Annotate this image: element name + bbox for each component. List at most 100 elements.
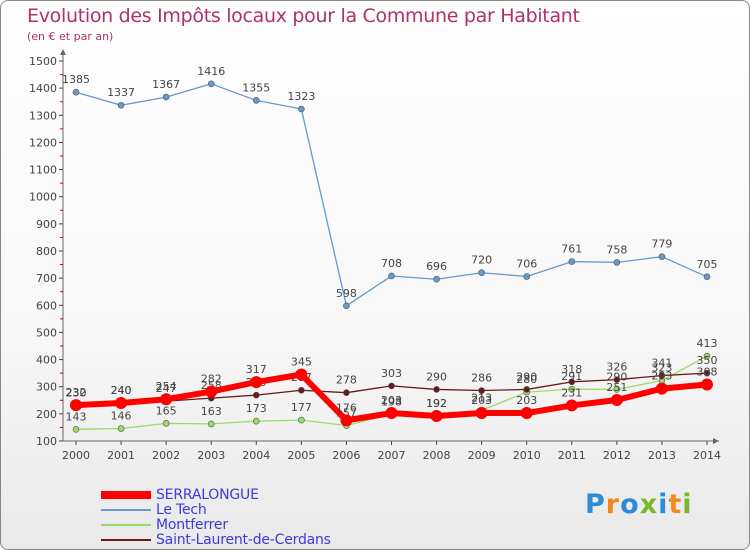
data-label: 143 <box>66 410 87 423</box>
series-line <box>75 83 708 307</box>
x-tick-label: 2011 <box>558 449 586 462</box>
data-label: 413 <box>697 337 718 350</box>
data-label: 240 <box>111 384 132 397</box>
x-tick-label: 2009 <box>468 449 496 462</box>
data-label: 598 <box>336 287 357 300</box>
data-label: 280 <box>516 373 537 386</box>
data-point <box>70 399 82 412</box>
y-tick-label: 500 <box>36 326 57 339</box>
x-tick-label: 2005 <box>287 449 315 462</box>
data-point <box>613 376 621 383</box>
data-label: 213 <box>471 391 492 404</box>
x-tick-label: 2003 <box>197 449 225 462</box>
logo-letter: r <box>605 489 621 520</box>
data-label: 254 <box>156 380 177 393</box>
data-point <box>162 420 170 427</box>
x-tick-label: 2004 <box>242 449 270 462</box>
data-point <box>568 385 576 393</box>
data-label: 1367 <box>152 78 180 91</box>
legend-label: SERRALONGUE <box>156 486 259 503</box>
x-tick-label: 2001 <box>107 449 135 462</box>
data-point <box>298 386 305 394</box>
data-point <box>207 420 215 428</box>
data-point <box>613 259 621 266</box>
data-point <box>388 382 395 390</box>
y-tick-label: 1400 <box>29 82 57 95</box>
data-point <box>162 93 170 101</box>
data-point <box>475 407 488 420</box>
x-tick-label: 2007 <box>378 449 406 462</box>
data-point <box>701 378 713 391</box>
data-point <box>703 352 711 360</box>
data-point <box>388 272 395 280</box>
x-tick-label: 2000 <box>62 449 90 462</box>
y-tick-label: 1300 <box>29 109 57 122</box>
legend-item: Montferrer <box>101 516 331 533</box>
data-label: 761 <box>561 243 582 256</box>
y-tick-label: 1000 <box>29 191 57 204</box>
series-le-tech: 1385 1337 1367 1416 1355 1323 598 708 696 720 706 7… <box>62 65 718 310</box>
data-label: 203 <box>471 394 492 407</box>
data-label: 779 <box>651 238 672 251</box>
data-label: 240 <box>111 384 132 397</box>
data-point <box>385 407 398 420</box>
y-tick-label: 900 <box>36 218 57 231</box>
data-label: 1323 <box>287 90 315 103</box>
data-label: 290 <box>516 370 537 383</box>
data-label: 232 <box>66 386 87 399</box>
data-label: 341 <box>651 357 672 370</box>
data-point <box>205 385 218 398</box>
proxiti-logo: Proxiti <box>585 489 693 520</box>
x-tick-label: 2006 <box>332 449 360 462</box>
data-label: 1337 <box>107 86 135 99</box>
data-label: 230 <box>66 387 87 400</box>
data-label: 290 <box>426 370 447 383</box>
data-point <box>523 273 531 280</box>
legend-swatch <box>101 523 151 526</box>
y-tick-label: 1200 <box>29 136 57 149</box>
data-label: 705 <box>697 258 718 271</box>
data-point <box>298 105 305 113</box>
logo-letter: x <box>639 489 659 520</box>
data-point <box>703 369 711 377</box>
data-point <box>295 368 308 381</box>
data-label: 303 <box>381 367 402 380</box>
data-label: 708 <box>381 257 402 270</box>
y-tick-label: 1100 <box>29 164 57 177</box>
data-label: 706 <box>516 258 537 271</box>
data-label: 720 <box>471 254 492 267</box>
legend-swatch <box>101 508 151 511</box>
data-label: 165 <box>156 404 177 417</box>
data-label: 286 <box>471 372 492 385</box>
data-point <box>703 273 711 281</box>
chart-subtitle: (en € et par an) <box>27 30 114 43</box>
data-point <box>613 386 621 393</box>
chart-legend: SERRALONGUE Le Tech Montferrer Saint-Lauren… <box>101 486 331 548</box>
data-label: 203 <box>516 394 537 407</box>
data-point <box>72 88 80 96</box>
x-tick-label: 2002 <box>152 449 180 462</box>
x-tick-label: 2014 <box>693 449 721 462</box>
data-label: 278 <box>336 374 357 387</box>
legend-label: Montferrer <box>156 516 228 533</box>
data-label: 282 <box>201 373 222 386</box>
data-point <box>610 394 623 407</box>
data-label: 318 <box>561 363 582 376</box>
legend-item: Saint-Laurent-de-Cerdans <box>101 532 331 548</box>
legend-label: Le Tech <box>156 501 207 518</box>
legend-item: SERRALONGUE <box>101 486 331 503</box>
data-point <box>207 80 215 88</box>
data-point <box>433 275 440 283</box>
data-point <box>340 414 353 427</box>
legend-swatch <box>101 538 151 541</box>
data-label: 1416 <box>197 65 225 78</box>
y-tick-label: 800 <box>36 245 57 258</box>
data-label: 231 <box>561 386 582 399</box>
data-label: 317 <box>246 363 267 376</box>
data-label: 291 <box>561 370 582 383</box>
data-label: 696 <box>426 260 447 273</box>
data-point <box>115 397 128 409</box>
x-tick-label: 2013 <box>648 449 676 462</box>
data-label: 345 <box>291 356 312 369</box>
